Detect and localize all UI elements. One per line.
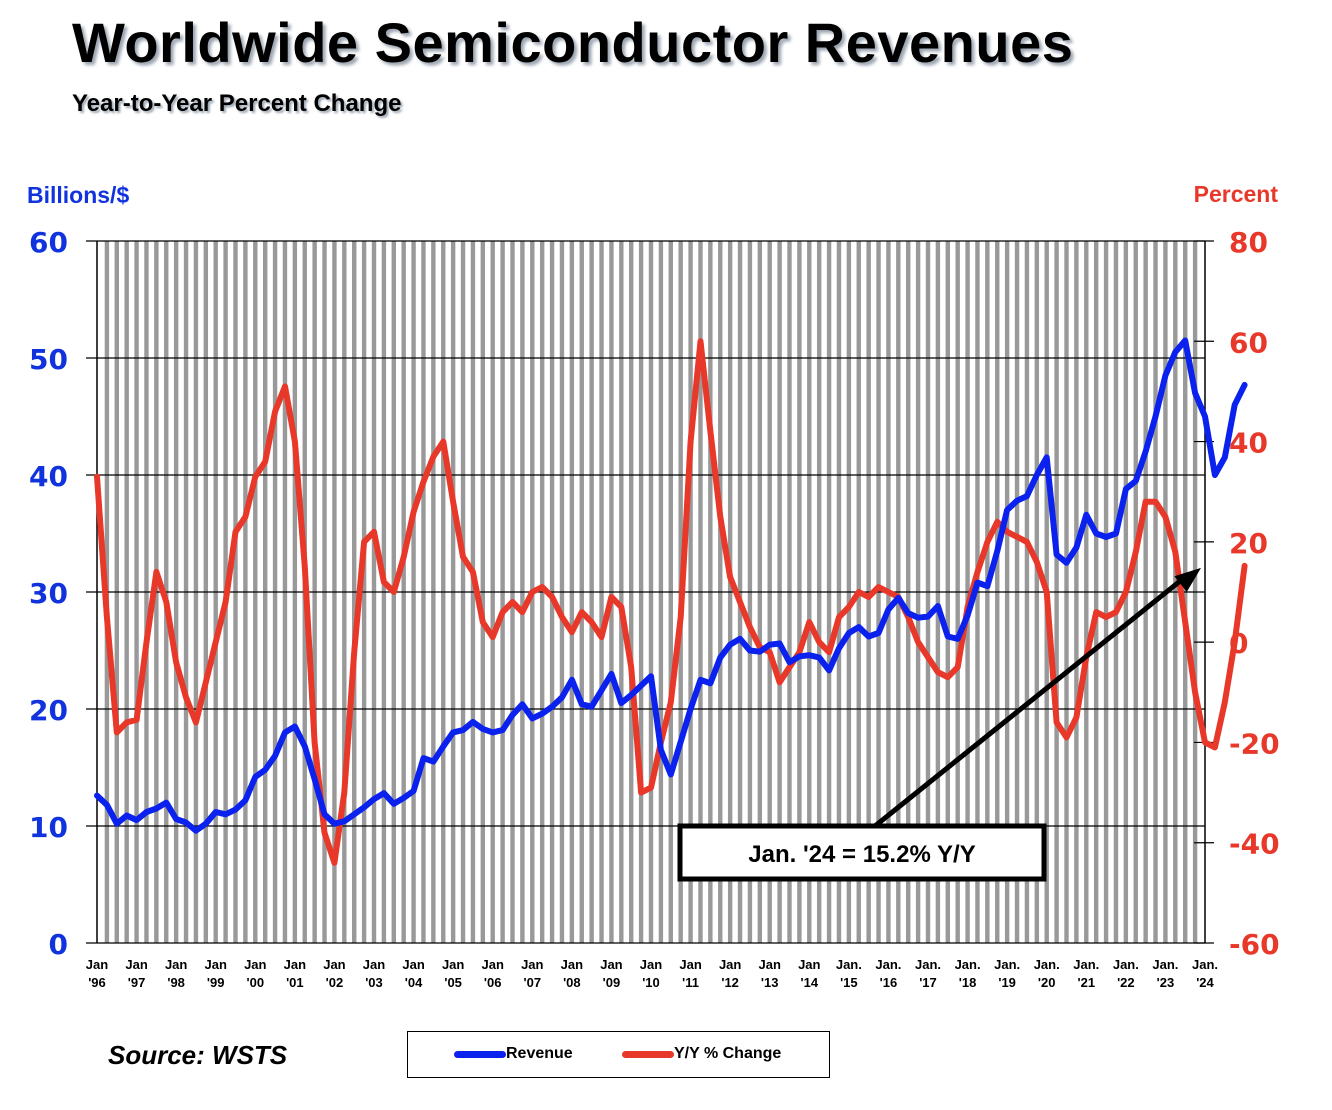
- left-tick-label: 60: [29, 226, 68, 259]
- x-tick-label-month: Jan: [244, 957, 266, 972]
- x-tick-label-month: Jan.: [915, 957, 941, 972]
- x-tick-label-year: '15: [840, 975, 858, 990]
- x-tick-label-month: Jan.: [1034, 957, 1060, 972]
- left-axis-ticks: 0 10 20 30 40 50 60: [29, 226, 68, 961]
- x-tick-label-month: Jan: [521, 957, 543, 972]
- right-tick-label: -40: [1229, 828, 1280, 861]
- annotation-arrow-head: [1174, 567, 1201, 592]
- legend: Revenue Y/Y % Change: [407, 1031, 830, 1078]
- x-tick-label-year: '00: [247, 975, 265, 990]
- x-tick-label-month: Jan: [323, 957, 345, 972]
- x-tick-label-year: '12: [721, 975, 739, 990]
- x-tick-label-year: '13: [761, 975, 779, 990]
- x-tick-label-year: '01: [286, 975, 304, 990]
- yoy-change-line: [94, 338, 1248, 866]
- x-tick-label-year: '10: [642, 975, 660, 990]
- legend-swatch-yoy: [622, 1050, 674, 1058]
- x-tick-label-month: Jan.: [1073, 957, 1099, 972]
- axes: [96, 241, 1206, 943]
- left-tick-label: 40: [29, 460, 68, 493]
- right-tick-label: 20: [1229, 527, 1268, 560]
- x-tick-label-month: Jan: [284, 957, 306, 972]
- x-tick-label-year: '21: [1078, 975, 1096, 990]
- x-tick-label-month: Jan.: [955, 957, 981, 972]
- legend-label-yoy: Y/Y % Change: [674, 1045, 782, 1062]
- x-tick-label-year: '05: [444, 975, 462, 990]
- x-tick-label-month: Jan.: [875, 957, 901, 972]
- left-tick-label: 30: [29, 577, 68, 610]
- left-tick-label: 20: [29, 694, 68, 727]
- source-label: Source: WSTS: [108, 1040, 288, 1070]
- x-tick-label-year: '04: [405, 975, 423, 990]
- left-tick-label: 0: [49, 928, 68, 961]
- right-tick-label: 80: [1229, 226, 1268, 259]
- x-tick-label-year: '11: [682, 975, 699, 990]
- x-tick-label-month: Jan: [363, 957, 385, 972]
- right-tick-label: -60: [1229, 928, 1280, 961]
- x-tick-label-year: '97: [128, 975, 146, 990]
- legend-swatch-revenue: [454, 1050, 506, 1058]
- x-tick-label-year: '99: [207, 975, 225, 990]
- left-tick-label: 10: [29, 811, 68, 844]
- left-tick-label: 50: [29, 343, 68, 376]
- chart-subtitle: Year-to-Year Percent Change: [72, 90, 402, 117]
- x-tick-label-year: '17: [919, 975, 937, 990]
- x-tick-label-year: '06: [484, 975, 502, 990]
- x-tick-label-year: '07: [524, 975, 542, 990]
- x-tick-label-year: '09: [603, 975, 621, 990]
- x-tick-label-year: '24: [1196, 975, 1214, 990]
- x-tick-label-year: '03: [365, 975, 383, 990]
- x-tick-label-month: Jan: [600, 957, 622, 972]
- x-tick-label-year: '08: [563, 975, 581, 990]
- x-tick-label-month: Jan: [165, 957, 187, 972]
- legend-item-revenue: Revenue: [454, 1045, 573, 1063]
- series-lines: [94, 337, 1248, 866]
- x-tick-label-month: Jan: [125, 957, 147, 972]
- revenue-line: [94, 337, 1248, 834]
- annotation-text: Jan. '24 = 15.2% Y/Y: [748, 841, 975, 868]
- chart-title: Worldwide Semiconductor Revenues: [72, 11, 1074, 74]
- right-tick-label: -20: [1229, 727, 1280, 760]
- x-tick-label-year: '23: [1157, 975, 1175, 990]
- x-tick-label-year: '98: [167, 975, 185, 990]
- x-tick-label-month: Jan: [640, 957, 662, 972]
- x-tick-label-month: Jan: [561, 957, 583, 972]
- x-tick-label-month: Jan: [798, 957, 820, 972]
- left-axis-title: Billions/$: [27, 182, 130, 208]
- right-tick-label: 60: [1229, 326, 1268, 359]
- x-axis-ticks: Jan '96 Jan '97 Jan '98 Jan '99 Jan '00 Jan '01 Jan '…: [86, 957, 1218, 990]
- x-tick-label-year: '16: [880, 975, 898, 990]
- x-tick-label-month: Jan: [442, 957, 464, 972]
- x-tick-label-month: Jan: [402, 957, 424, 972]
- x-tick-label-month: Jan: [482, 957, 504, 972]
- x-tick-label-year: '22: [1117, 975, 1135, 990]
- x-tick-label-month: Jan.: [1152, 957, 1178, 972]
- x-tick-label-month: Jan.: [994, 957, 1020, 972]
- horizontal-gridlines: [86, 240, 1205, 944]
- x-tick-label-year: '96: [88, 975, 106, 990]
- x-tick-label-month: Jan: [719, 957, 741, 972]
- x-tick-label-month: Jan: [679, 957, 701, 972]
- right-tick-label: 40: [1229, 427, 1268, 460]
- annotation-arrow-shaft: [873, 579, 1181, 828]
- right-axis-title: Percent: [1193, 181, 1278, 207]
- x-tick-label-year: '18: [959, 975, 977, 990]
- x-tick-label-year: '02: [326, 975, 344, 990]
- x-tick-label-year: '20: [1038, 975, 1056, 990]
- x-tick-label-year: '19: [998, 975, 1016, 990]
- legend-label-revenue: Revenue: [506, 1045, 573, 1062]
- x-tick-label-month: Jan: [86, 957, 108, 972]
- x-tick-label-month: Jan: [759, 957, 781, 972]
- legend-item-yoy: Y/Y % Change: [622, 1045, 781, 1063]
- x-tick-label-month: Jan: [205, 957, 227, 972]
- x-tick-label-month: Jan.: [1113, 957, 1139, 972]
- x-tick-label-year: '14: [801, 975, 819, 990]
- x-tick-label-month: Jan.: [836, 957, 862, 972]
- annotation-group: Jan. '24 = 15.2% Y/Y: [677, 567, 1201, 882]
- x-tick-label-month: Jan.: [1192, 957, 1218, 972]
- annotation-box: [677, 823, 1047, 882]
